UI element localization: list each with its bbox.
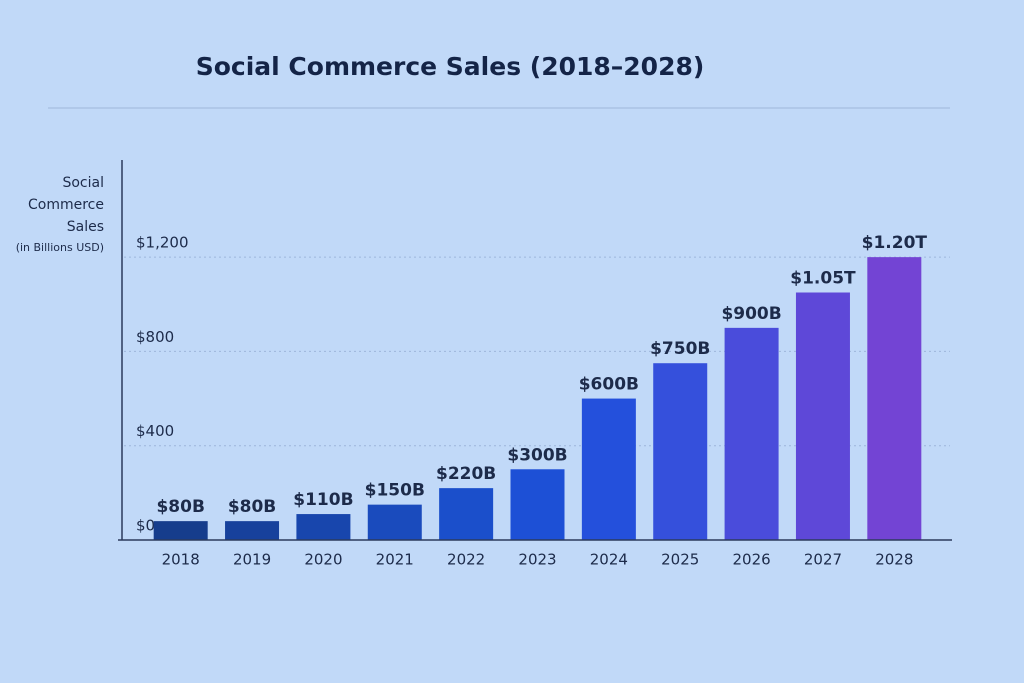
bar — [367, 504, 422, 540]
y-axis-label: Social — [62, 175, 104, 191]
y-tick-label: $0 — [136, 517, 155, 535]
value-label: $600B — [579, 375, 639, 395]
x-tick-label: 2021 — [376, 551, 414, 569]
bar — [153, 521, 208, 540]
value-label: $1.05T — [790, 269, 856, 289]
chart-title: Social Commerce Sales (2018–2028) — [196, 52, 705, 81]
y-axis-note: (in Billions USD) — [16, 241, 104, 254]
bar — [653, 363, 708, 540]
y-tick-label: $800 — [136, 328, 174, 346]
x-tick-label: 2022 — [447, 551, 485, 569]
x-tick-label: 2024 — [590, 551, 628, 569]
value-label: $900B — [721, 304, 781, 324]
value-label: $220B — [436, 464, 496, 484]
y-tick-label: $1,200 — [136, 234, 189, 252]
bar — [439, 488, 494, 540]
value-label: $110B — [293, 490, 353, 510]
value-label: $150B — [365, 481, 425, 501]
x-tick-label: 2028 — [875, 551, 913, 569]
value-label: $1.20T — [862, 233, 928, 253]
value-label: $80B — [228, 497, 276, 517]
x-tick-label: 2027 — [804, 551, 842, 569]
bar — [510, 469, 565, 540]
value-label: $300B — [507, 445, 567, 465]
x-tick-label: 2019 — [233, 551, 271, 569]
bar — [296, 514, 351, 540]
x-tick-label: 2018 — [162, 551, 200, 569]
bar — [795, 292, 850, 540]
x-tick-label: 2025 — [661, 551, 699, 569]
bar — [867, 257, 922, 540]
x-tick-label: 2023 — [518, 551, 556, 569]
y-axis-label: Sales — [67, 219, 104, 235]
value-label: $80B — [156, 497, 204, 517]
x-tick-label: 2020 — [304, 551, 342, 569]
bar — [225, 521, 280, 540]
bar — [724, 327, 779, 540]
y-axis-label: Commerce — [28, 197, 104, 213]
value-label: $750B — [650, 339, 710, 359]
y-tick-label: $400 — [136, 422, 174, 440]
x-tick-label: 2026 — [732, 551, 770, 569]
bar — [581, 398, 636, 540]
